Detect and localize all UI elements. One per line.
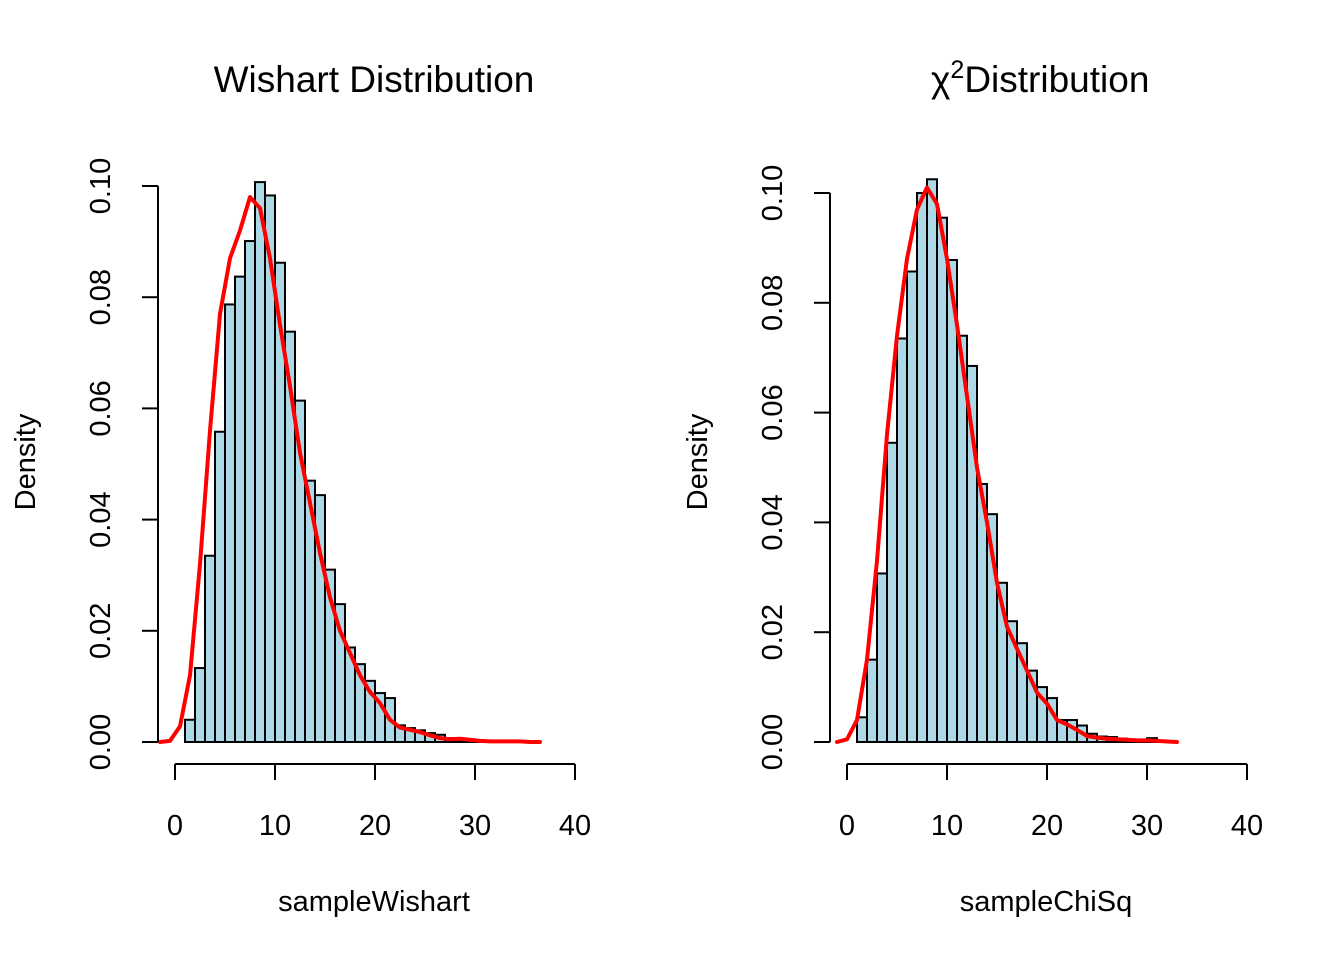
x-axis: 0 10 20 30 40 [167,763,591,842]
y-tick-label: 0.06 [85,380,117,436]
histogram-bar [896,337,908,743]
x-tick-label: 10 [931,810,963,842]
y-tick-label: 0.10 [757,165,789,221]
density-curve [158,195,542,744]
chart-title: Wishart Distribution [214,59,535,100]
histogram-bars [184,181,496,744]
y-tick-label: 0.00 [85,714,117,770]
histogram-bar [194,667,206,743]
title-superscript: 2 [950,56,964,84]
histogram-bar [234,275,246,743]
y-tick-label: 0.08 [757,275,789,331]
y-axis: 0.00 0.02 0.04 0.06 0.08 0.10 [757,165,831,770]
histogram-bar [946,258,958,743]
y-axis-label: Density [10,413,42,510]
histogram-bar [876,572,888,743]
histogram-bar [866,658,878,744]
histogram-bar [906,270,918,743]
histogram-bar [244,240,256,743]
y-tick-label: 0.06 [757,384,789,440]
x-axis-label: sampleWishart [278,886,470,918]
x-tick-label: 0 [839,810,855,842]
x-tick-label: 10 [259,810,291,842]
x-tick-label: 30 [459,810,491,842]
histogram-bar [184,718,196,744]
x-tick-label: 40 [559,810,591,842]
y-tick-label: 0.00 [757,714,789,770]
histogram-bars [856,178,1158,744]
histogram-bar [204,554,216,743]
histogram-bar [926,178,938,743]
y-tick-label: 0.04 [85,491,117,547]
x-tick-label: 0 [167,810,183,842]
histogram-bar [916,192,928,743]
y-tick-label: 0.02 [85,603,117,659]
x-axis: 0 10 20 30 40 [839,763,1263,842]
density-curve [835,185,1179,744]
y-tick-label: 0.02 [757,604,789,660]
histogram-bar [214,430,226,743]
y-axis: 0.00 0.02 0.04 0.06 0.08 0.10 [85,158,159,770]
title-chi-symbol: χ [931,59,950,100]
title-text: Distribution [964,59,1149,100]
x-tick-label: 40 [1231,810,1263,842]
x-tick-label: 20 [359,810,391,842]
histogram-bar [886,441,898,743]
y-tick-label: 0.08 [85,269,117,325]
histogram-bar [224,303,236,743]
x-axis-label: sampleChiSq [960,886,1132,918]
wishart-panel: Wishart Distribution 0.00 0.02 0.04 0.06 0.08… [10,59,591,918]
histogram-bar [254,181,266,744]
y-tick-label: 0.04 [757,494,789,550]
chart-title: χ2Distribution [931,56,1149,100]
x-tick-label: 20 [1031,810,1063,842]
y-axis-label: Density [682,413,714,510]
y-tick-label: 0.10 [85,158,117,214]
x-tick-label: 30 [1131,810,1163,842]
histogram-bar [936,216,948,743]
chisq-panel: χ2Distribution 0.00 0.02 0.04 0.06 0.08 0.10 0 1… [682,56,1263,918]
